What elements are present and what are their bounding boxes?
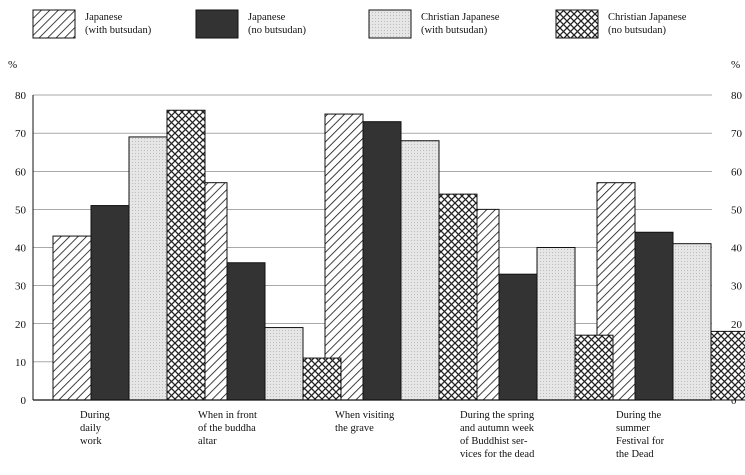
y-tick-label-left: 50 xyxy=(15,204,27,216)
y-tick-label-right: 20 xyxy=(731,319,743,331)
y-tick-label-left: 60 xyxy=(15,166,27,178)
y-tick-label-right: 30 xyxy=(731,281,743,293)
legend-item-1: Japanese (with butsudan) xyxy=(32,9,152,39)
legend-swatch xyxy=(32,9,76,39)
legend-item-3: Christian Japanese (with butsudan) xyxy=(368,9,500,39)
bar-series-2-category-1 xyxy=(90,205,130,401)
bar-series-4-category-3 xyxy=(438,193,478,401)
x-category-label: During the spring and autumn week of Bud… xyxy=(460,410,535,460)
y-tick-label-left: 40 xyxy=(15,243,27,255)
y-axis-ticks: 0010102020303040405050606070708080 xyxy=(15,90,743,407)
bar-series-1-category-1 xyxy=(52,235,92,401)
y-tick-label-left: 10 xyxy=(15,357,27,369)
bar-series-4-category-1 xyxy=(166,109,206,401)
legend-item-2: Japanese (no butsudan) xyxy=(195,9,307,39)
y-tick-label-left: 20 xyxy=(15,319,27,331)
y-tick-label-right: 80 xyxy=(731,90,743,102)
y-tick-label-right: 70 xyxy=(731,128,743,140)
bar-series-3-category-1 xyxy=(128,136,168,401)
x-category-label: When in front of the buddha altar xyxy=(198,410,257,447)
y-tick-label-left: 0 xyxy=(21,395,27,407)
bar-series-4-category-5 xyxy=(710,330,745,401)
bar-series-4-category-4 xyxy=(574,334,614,401)
x-category-label: During the summer Festival for the Dead xyxy=(616,410,665,460)
y-tick-label-left: 30 xyxy=(15,281,27,293)
bar-series-3-category-4 xyxy=(536,247,576,401)
y-axis-unit-right: % xyxy=(731,59,740,71)
legend-swatch xyxy=(368,9,412,39)
x-category-label: During daily work xyxy=(80,410,110,447)
bar-series-2-category-4 xyxy=(498,273,538,401)
bar-series-2-category-3 xyxy=(362,121,402,401)
y-tick-label-right: 50 xyxy=(731,204,743,216)
bar-series-2-category-2 xyxy=(226,262,266,401)
bar-series-3-category-2 xyxy=(264,327,304,401)
legend-label: Japanese (no butsudan) xyxy=(248,12,307,36)
bar-series-1-category-3 xyxy=(324,113,364,401)
legend-label: Japanese (with butsudan) xyxy=(85,12,152,36)
legend-label: Christian Japanese (no butsudan) xyxy=(608,12,687,36)
legend-label: Christian Japanese (with butsudan) xyxy=(421,12,500,36)
y-tick-label-right: 40 xyxy=(731,243,743,255)
y-tick-label-right: 0 xyxy=(731,395,737,407)
bars xyxy=(52,109,745,401)
legend-swatch xyxy=(195,9,239,39)
bar-series-4-category-2 xyxy=(302,357,342,401)
legend-swatch xyxy=(555,9,599,39)
bar-series-3-category-5 xyxy=(672,243,712,401)
y-tick-label-left: 80 xyxy=(15,90,27,102)
legend: Japanese (with butsudan) Japanese (no butsu… xyxy=(32,9,687,39)
legend-item-4: Christian Japanese (no butsudan) xyxy=(555,9,687,39)
y-axis-unit-left: % xyxy=(8,59,17,71)
bar-series-3-category-3 xyxy=(400,140,440,401)
y-tick-label-right: 60 xyxy=(731,166,743,178)
y-tick-label-left: 70 xyxy=(15,128,27,140)
x-category-label: When visiting the grave xyxy=(335,410,395,434)
bar-series-2-category-5 xyxy=(634,231,674,401)
